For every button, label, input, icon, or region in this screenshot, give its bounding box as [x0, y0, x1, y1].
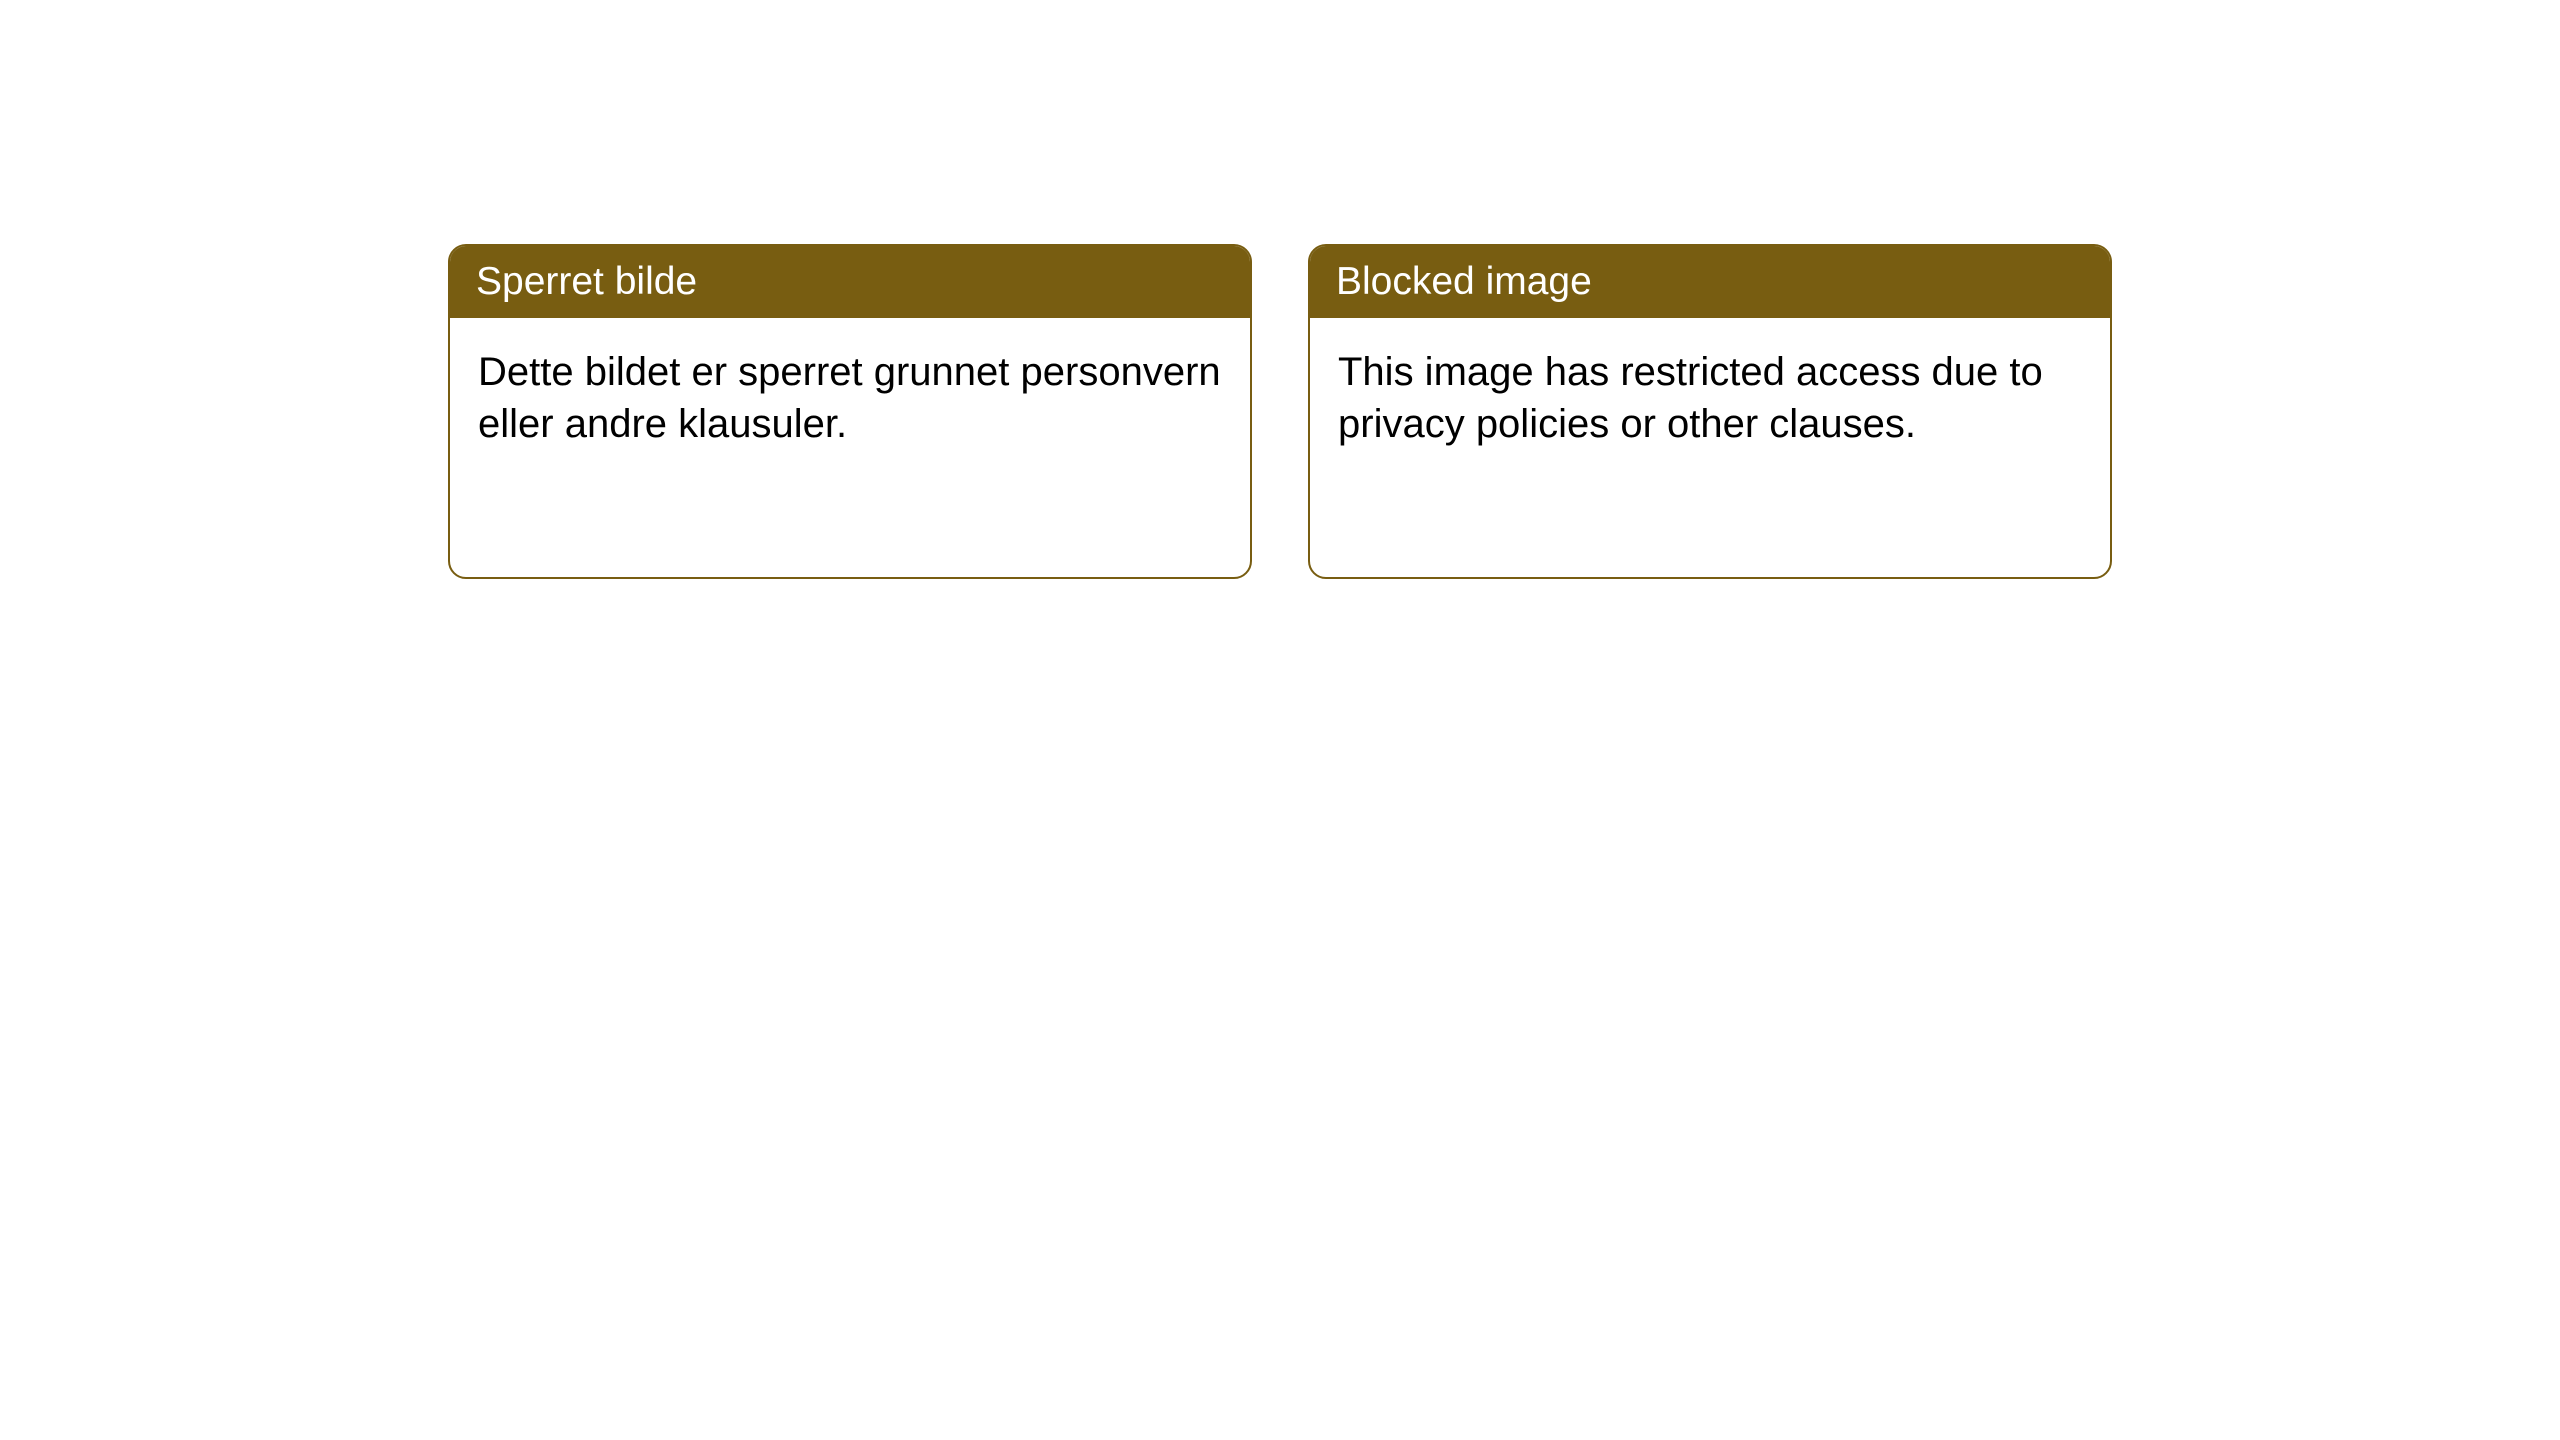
- card-body: This image has restricted access due to …: [1310, 318, 2110, 478]
- card-body: Dette bildet er sperret grunnet personve…: [450, 318, 1250, 478]
- card-body-text: This image has restricted access due to …: [1338, 350, 2043, 446]
- card-title: Blocked image: [1336, 260, 1592, 303]
- card-header: Sperret bilde: [450, 246, 1250, 318]
- blocked-image-card-no: Sperret bilde Dette bildet er sperret gr…: [448, 244, 1252, 579]
- card-body-text: Dette bildet er sperret grunnet personve…: [478, 350, 1221, 446]
- notice-container: Sperret bilde Dette bildet er sperret gr…: [0, 0, 2560, 579]
- card-title: Sperret bilde: [476, 260, 697, 303]
- blocked-image-card-en: Blocked image This image has restricted …: [1308, 244, 2112, 579]
- card-header: Blocked image: [1310, 246, 2110, 318]
